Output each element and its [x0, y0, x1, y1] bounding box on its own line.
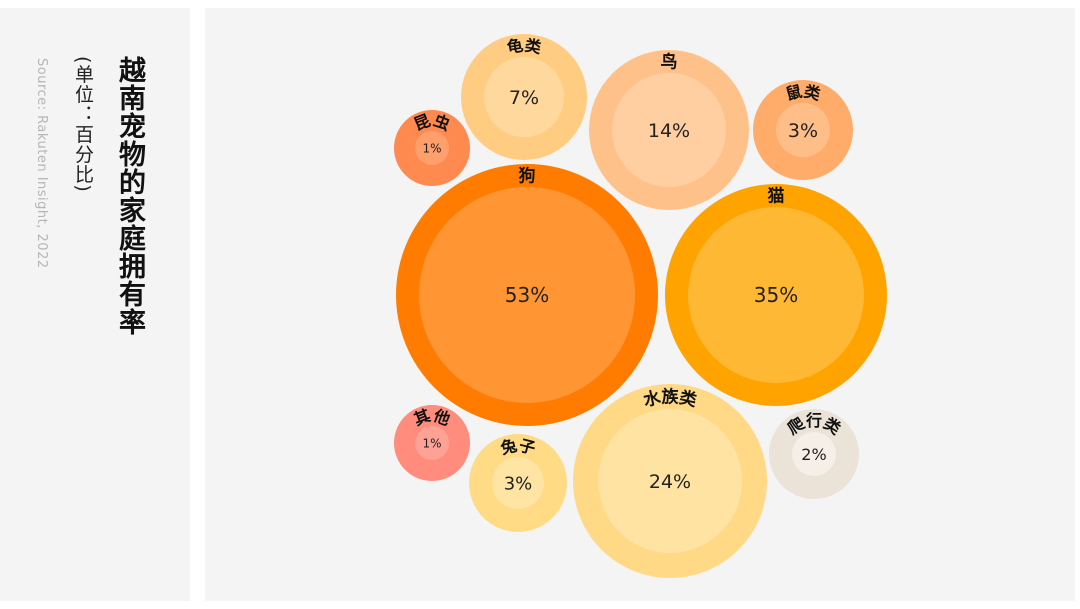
bubble-7: 2%爬行类 [769, 409, 859, 499]
bubble-inner [612, 73, 726, 187]
chart-source: Source: Rakuten Insight, 2022 [34, 58, 49, 269]
bubble-inner [419, 187, 635, 403]
bubble-inner [792, 432, 836, 476]
bubble-category-label: 狗 [519, 165, 536, 186]
bubble-3: 14% 鸟 [589, 50, 749, 210]
bubble-2: 24% 水族类 [573, 384, 767, 578]
bubble-value-label: 53% [505, 283, 549, 307]
bubble-category-label: 猫 [768, 186, 785, 207]
bubble-inner [415, 131, 449, 165]
bubble-category-label: 鸟 [661, 51, 678, 72]
bubble-value-label: 24% [649, 471, 691, 493]
chart-unit: (单位：百分比) [72, 56, 94, 193]
bubble-value-label: 1% [422, 436, 441, 450]
bubble-0: 53% 狗 [396, 164, 658, 426]
bubble-value-label: 2% [801, 445, 826, 464]
bubble-value-label: 14% [648, 120, 690, 142]
bubble-value-label: 35% [754, 283, 798, 307]
bubble-category-label: 水族类 [641, 387, 699, 412]
bubble-inner [415, 426, 449, 460]
bubble-5: 3%鼠类 [753, 80, 853, 180]
bubble-inner [492, 457, 544, 509]
bubble-inner [688, 207, 864, 383]
bubble-value-label: 3% [504, 473, 533, 494]
chart-title: 越南宠物的家庭拥有率 [114, 56, 145, 336]
bubble-1: 35% 猫 [665, 184, 887, 406]
bubble-value-label: 3% [788, 120, 818, 142]
bubble-4: 7%龟类 [461, 34, 587, 160]
sidebar: 越南宠物的家庭拥有率 (单位：百分比) Source: Rakuten Insi… [0, 8, 190, 601]
bubble-6: 3%兔子 [469, 434, 567, 532]
bubble-9: 1%其他 [394, 405, 470, 481]
bubble-inner [484, 57, 564, 137]
bubble-value-label: 7% [509, 87, 539, 109]
bubble-value-label: 1% [422, 141, 441, 155]
bubble-inner [598, 409, 742, 553]
chart-panel: 53% 狗 35% 猫 24% 水族类 14% 鸟 7% 龟类 3% 鼠类 3% 兔子 2% 爬行类 1% 昆虫 1… [205, 8, 1075, 601]
bubble-8: 1%昆虫 [394, 110, 470, 186]
bubble-inner [776, 103, 830, 157]
